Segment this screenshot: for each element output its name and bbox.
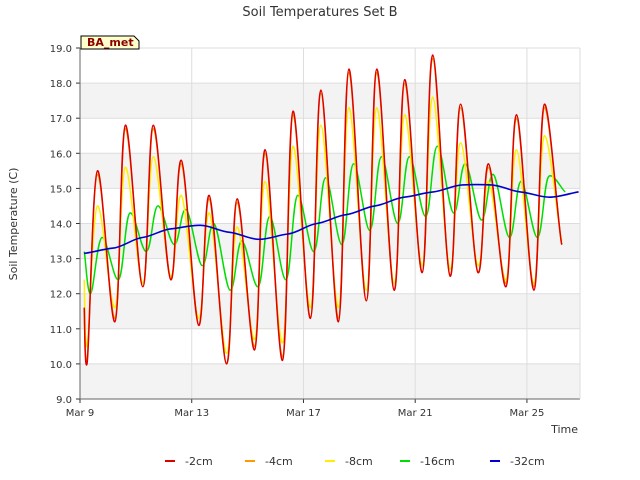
y-tick-label: 10.0	[50, 360, 72, 371]
series-line-32cmcm	[84, 183, 579, 255]
background-band	[80, 293, 580, 329]
legend: -2cm -4cm -8cm -16cm -32cm	[165, 455, 545, 468]
y-tick-label: 12.0	[50, 290, 72, 301]
y-tick-label: 18.0	[50, 79, 72, 90]
axes: 9.0 10.0 11.0 12.0 13.0 14.0 15.0 16.0 17.0 18.0 1…	[50, 44, 581, 419]
legend-label: -4cm	[265, 455, 293, 468]
y-tick-label: 13.0	[50, 255, 72, 266]
station-badge-box	[80, 35, 140, 50]
y-axis-label: Soil Temperature (C)	[7, 168, 20, 281]
x-tick-label: Mar 17	[286, 408, 321, 419]
y-tick-label: 17.0	[50, 114, 72, 125]
background-band	[80, 363, 580, 399]
station-badge: BA_met	[80, 35, 140, 50]
legend-label: -8cm	[345, 455, 373, 468]
y-tick-label: 16.0	[50, 149, 72, 160]
background-bands	[80, 83, 580, 399]
series-line-16cmcm	[83, 145, 566, 295]
background-band	[80, 83, 580, 119]
y-tick-label: 19.0	[50, 44, 72, 55]
legend-label: -16cm	[420, 455, 455, 468]
station-badge-label: BA_met	[87, 36, 134, 49]
series-line-2cmcm	[83, 54, 563, 366]
y-tick-label: 11.0	[50, 325, 72, 336]
series-lines	[83, 54, 579, 366]
chart-title: Soil Temperatures Set B	[242, 5, 397, 20]
y-tick-label: 14.0	[50, 220, 72, 231]
y-tick-label: 15.0	[50, 184, 72, 195]
x-tick-label: Mar 13	[174, 408, 209, 419]
y-tick-label: 9.0	[56, 395, 72, 406]
legend-label: -32cm	[510, 455, 545, 468]
x-tick-label: Mar 25	[510, 408, 545, 419]
legend-label: -2cm	[185, 455, 213, 468]
x-tick-label: Mar 21	[398, 408, 433, 419]
x-tick-label: Mar 9	[66, 408, 94, 419]
x-axis-label: Time	[550, 423, 578, 436]
